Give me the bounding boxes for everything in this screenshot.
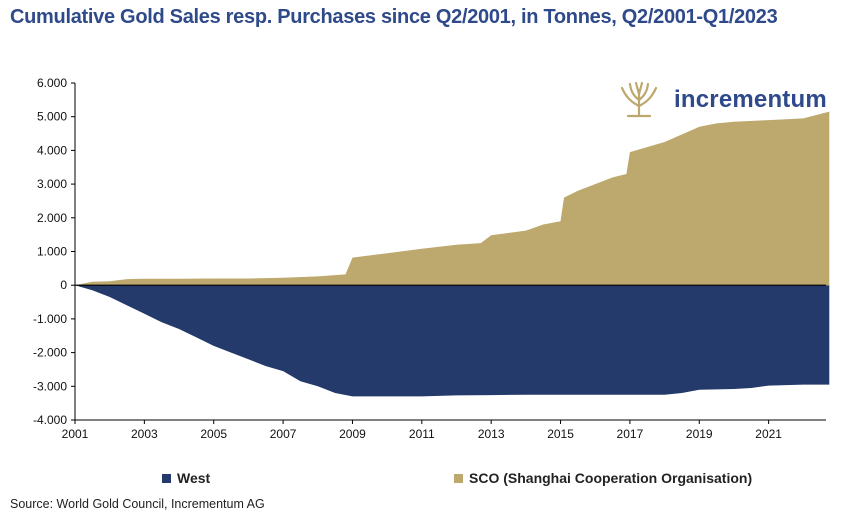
x-tick-label: 2017 <box>617 427 644 441</box>
x-tick-label: 2015 <box>547 427 574 441</box>
y-tick-label: 3.000 <box>37 177 67 191</box>
legend-item-sco: SCO (Shanghai Cooperation Organisation) <box>454 470 752 486</box>
legend-swatch-sco <box>454 473 463 483</box>
source-note: Source: World Gold Council, Incrementum … <box>10 497 265 511</box>
x-tick-label: 2011 <box>409 427 435 441</box>
x-tick-label: 2007 <box>270 427 297 441</box>
y-tick-label: -4.000 <box>33 413 67 427</box>
y-tick-label: -3.000 <box>33 379 67 393</box>
x-tick-label: 2013 <box>478 427 505 441</box>
x-tick-label: 2003 <box>131 427 158 441</box>
tree-logo-icon <box>620 81 658 118</box>
y-axis: -4.000 -3.000 -2.000 -1.000 0 1.000 2.000 3.000… <box>33 76 76 427</box>
brand-name: incrementum <box>674 86 827 113</box>
y-tick-label: -1.000 <box>33 312 67 326</box>
chart-areas <box>75 111 830 397</box>
y-tick-label: 4.000 <box>37 143 67 157</box>
y-tick-label: 6.000 <box>37 76 67 90</box>
brand-logo: incrementum <box>616 80 827 120</box>
legend-label-sco: SCO (Shanghai Cooperation Organisation) <box>469 470 753 486</box>
y-tick-label: 2.000 <box>37 211 67 225</box>
chart-title: Cumulative Gold Sales resp. Purchases si… <box>10 6 778 28</box>
legend-swatch-west <box>162 473 171 483</box>
x-tick-label: 2001 <box>62 427 89 441</box>
y-tick-label: 5.000 <box>37 110 67 124</box>
area-series-west <box>75 285 830 397</box>
y-tick-label: 0 <box>60 278 67 292</box>
x-axis: 2001 2003 2005 2007 2009 2011 2013 2015 2017 2019… <box>62 284 826 441</box>
legend-label-west: West <box>177 470 211 486</box>
area-series-sco <box>75 111 830 286</box>
x-tick-label: 2005 <box>200 427 227 441</box>
x-tick-label: 2009 <box>339 427 366 441</box>
legend-item-west: West <box>162 470 210 486</box>
x-tick-label: 2019 <box>686 427 713 441</box>
y-tick-label: 1.000 <box>37 245 67 259</box>
x-tick-label: 2021 <box>755 427 782 441</box>
y-tick-label: -2.000 <box>33 346 67 360</box>
